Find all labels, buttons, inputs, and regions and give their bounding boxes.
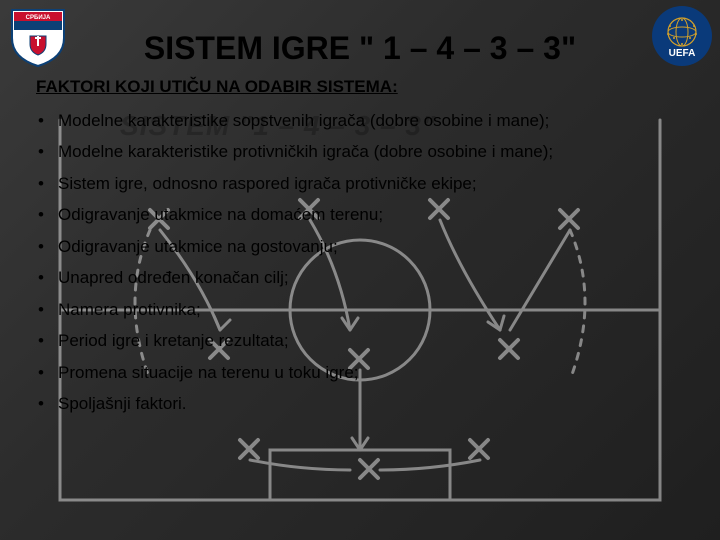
list-item: Modelne karakteristike protivničkih igra… [36,136,684,167]
list-item: Sistem igre, odnosno raspored igrača pro… [36,168,684,199]
list-item: Promena situacije na terenu u toku igre; [36,357,684,388]
list-item: Spoljašnji faktori. [36,388,684,419]
list-item: Odigravanje utakmice na gostovanju; [36,231,684,262]
list-item: Modelne karakteristike sopstvenih igrača… [36,105,684,136]
list-item: Namera protivnika; [36,294,684,325]
list-item: Odigravanje utakmice na domaćem terenu; [36,199,684,230]
list-item: Period igre i kretanje rezultata; [36,325,684,356]
content-area: SISTEM IGRE " 1 – 4 – 3 – 3" FAKTORI KOJ… [0,0,720,540]
slide-subtitle: FAKTORI KOJI UTIČU NA ODABIR SISTEMA: [36,77,684,97]
bullet-list: Modelne karakteristike sopstvenih igrača… [36,105,684,419]
slide-title: SISTEM IGRE " 1 – 4 – 3 – 3" [76,30,644,67]
slide: СРБИЈА UEFA SISTEM "1 – 4 – 3 – 3" [0,0,720,540]
list-item: Unapred određen konačan cilj; [36,262,684,293]
